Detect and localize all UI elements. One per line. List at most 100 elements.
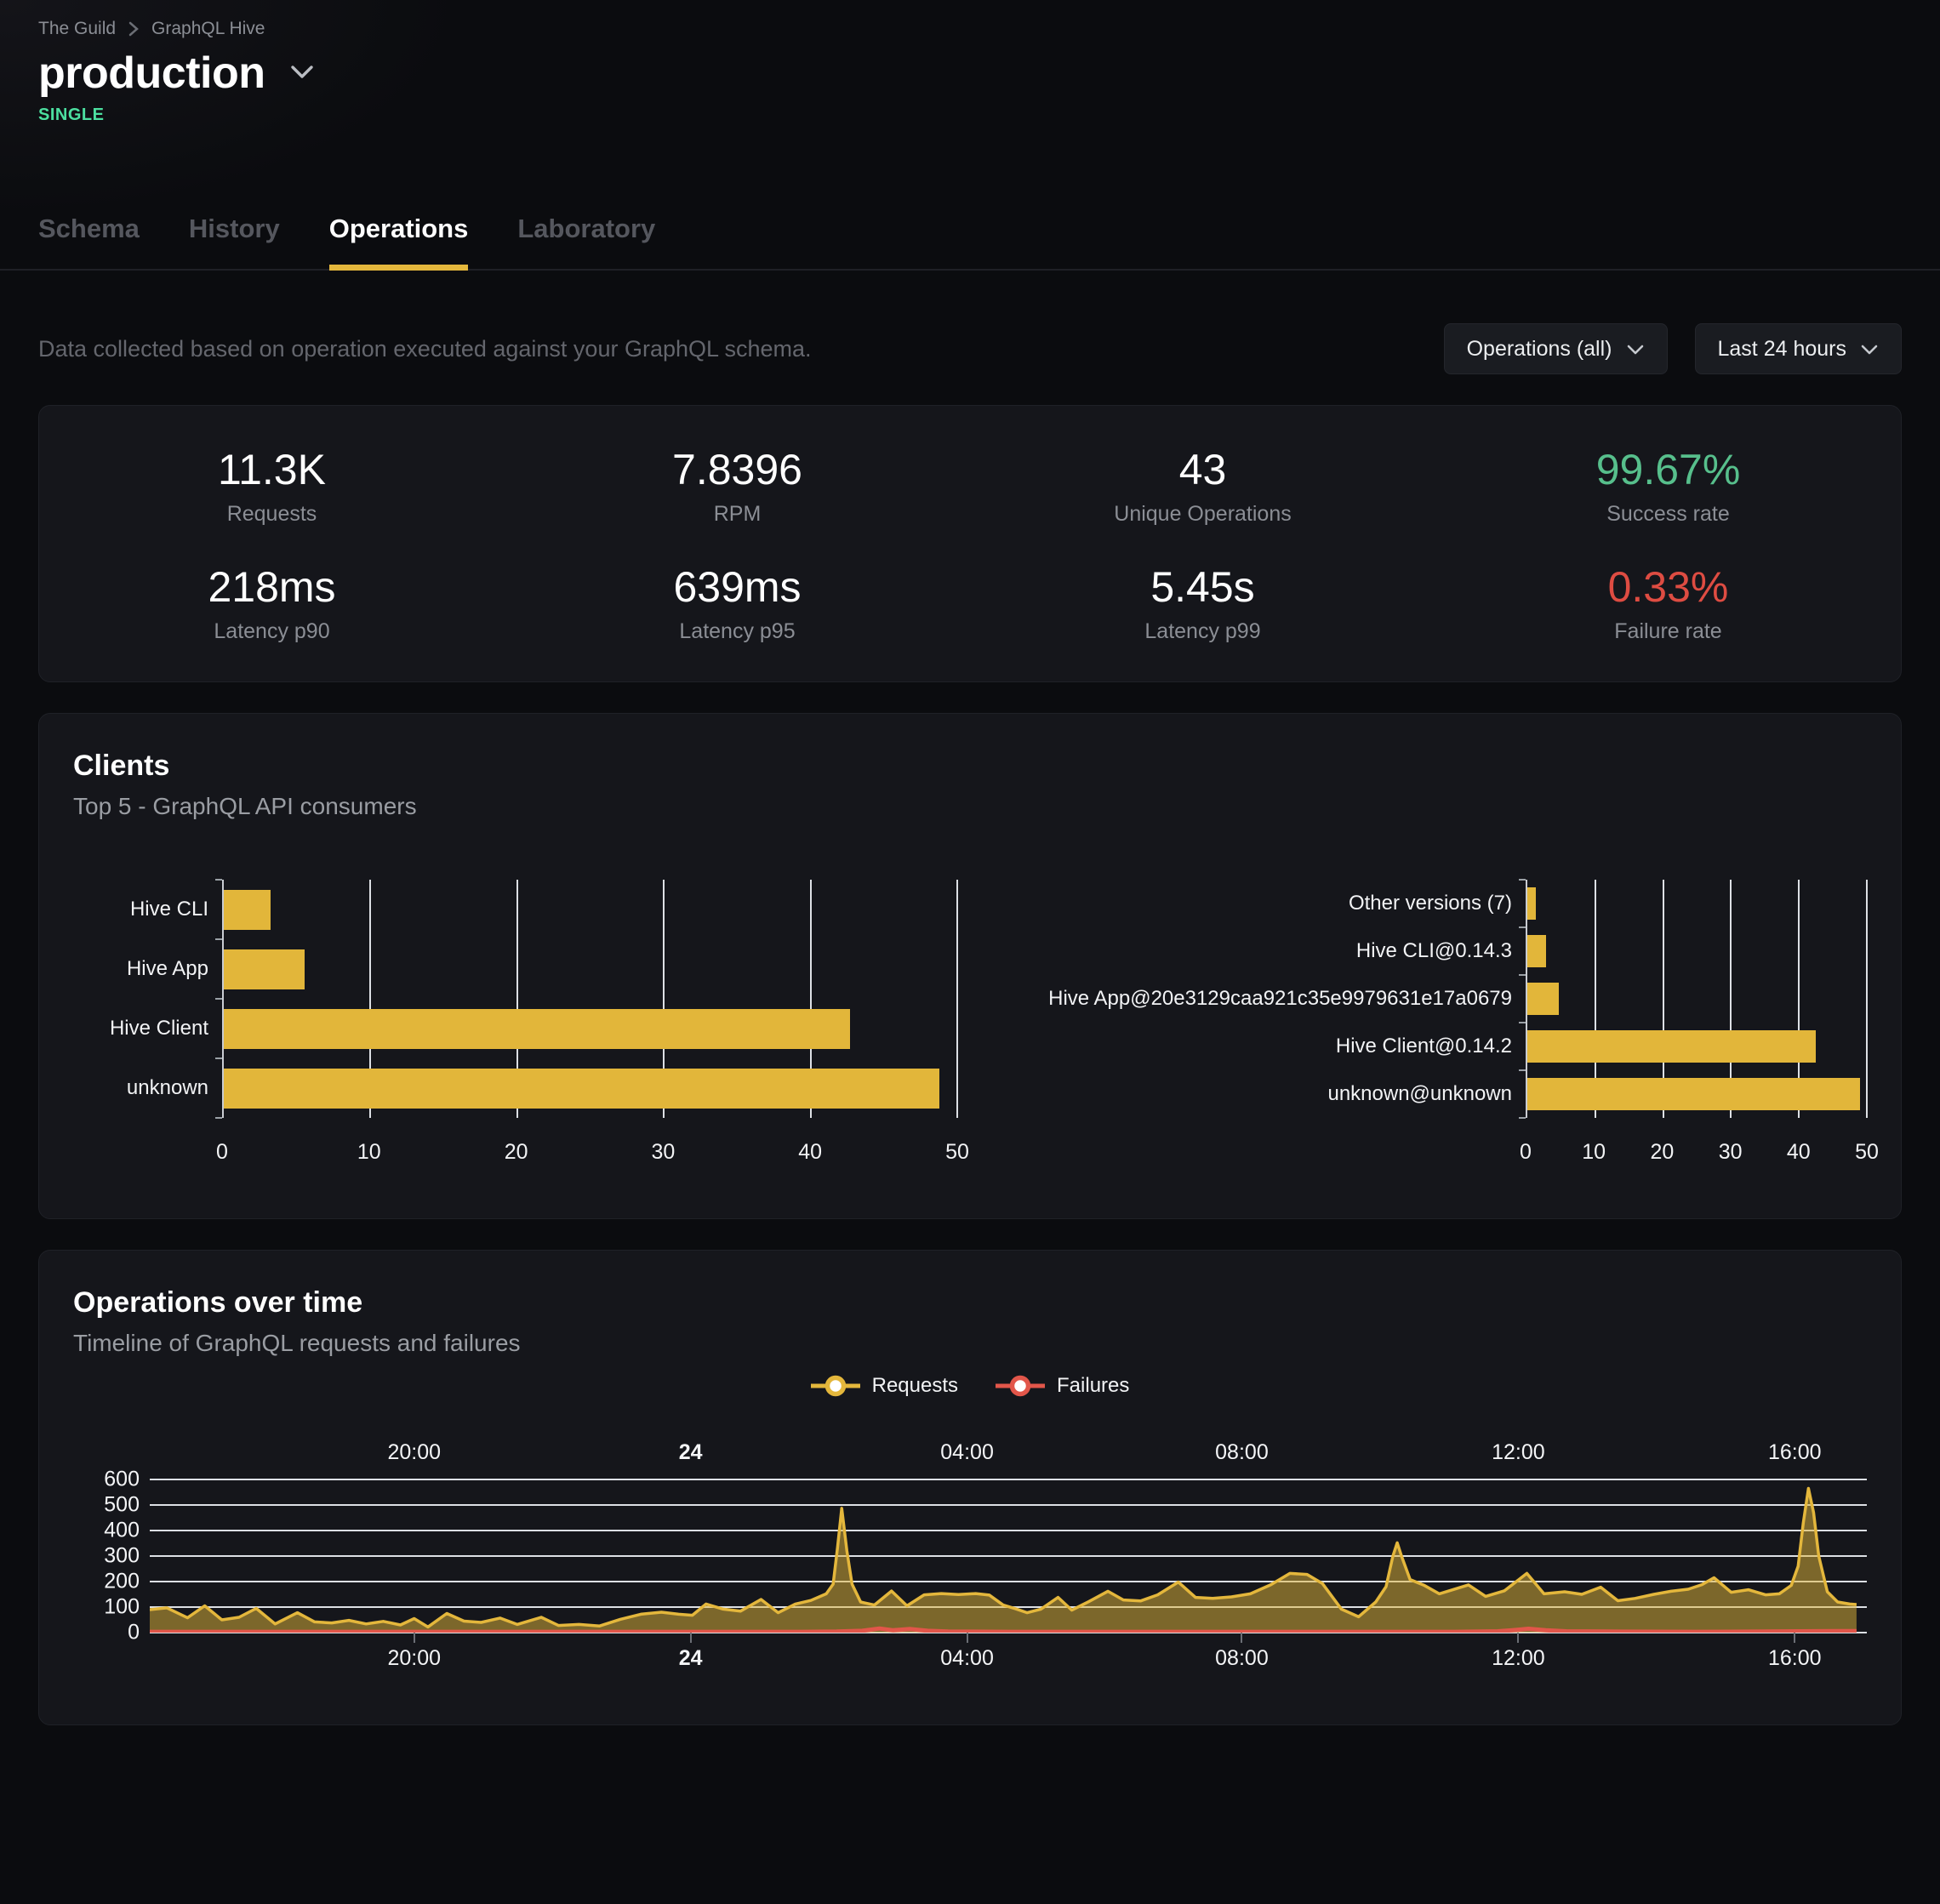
bar [1527,983,1559,1015]
time-label: 16:00 [1767,1440,1822,1464]
bar [224,949,305,989]
time-label: 08:00 [1215,1646,1269,1670]
time-label: 24 [678,1440,703,1464]
stat-value: 99.67% [1595,446,1741,493]
stat-value: 5.45s [1150,563,1255,611]
timeline-card-subtitle: Timeline of GraphQL requests and failure… [73,1330,521,1356]
bar-category-label: Hive App@20e3129caa921c35e9979631e17a067… [1048,987,1512,1010]
gridline [663,880,665,1118]
axis-tick [215,998,222,1000]
stat-label: Latency p95 [679,619,796,643]
page-description: Data collected based on operation execut… [38,335,812,362]
x-tick-label: 0 [1520,1140,1532,1164]
axis-tick [215,1057,222,1059]
axis-tick [215,938,222,940]
bar-category-label: unknown@unknown [1327,1082,1512,1105]
axis-tick [1519,974,1526,976]
x-tick-label: 30 [1718,1140,1743,1164]
gridline [150,1529,1867,1531]
gridline [1662,880,1664,1118]
timeline-legend: Requests Failures [73,1374,1867,1398]
tab-laboratory[interactable]: Laboratory [517,214,655,271]
gridline [1730,880,1732,1118]
axis-tick [1519,1022,1526,1023]
timeline-y-axis: 600 500 400 300 200 100 0 [73,1468,140,1645]
bar-category-labels: Other versions (7) Hive CLI@0.14.3 Hive Ap… [983,880,1526,1169]
toolbar: Data collected based on operation execut… [38,323,1902,374]
axis-tick [1519,1117,1526,1119]
target-selector-button[interactable] [284,59,320,88]
x-tick-label: 10 [1582,1140,1606,1164]
legend-label: Requests [871,1374,959,1397]
stat-failure-rate: 0.33% Failure rate [1435,564,1901,644]
period-filter-dropdown[interactable]: Last 24 hours [1694,323,1902,374]
stat-label: Latency p90 [214,619,330,643]
page-title: production [38,48,265,98]
bar [1527,935,1547,967]
clients-by-name-chart: Hive CLI Hive App Hive Client unknown 0 10 20 3… [73,879,969,1169]
bar-x-axis-labels: 0 10 20 30 40 50 [1520,1140,1879,1169]
stat-label: Unique Operations [1114,502,1292,526]
stat-value: 11.3K [218,446,326,493]
y-tick-label: 100 [104,1594,140,1619]
gridline [150,1479,1867,1480]
bar [1527,1078,1861,1110]
stat-value: 218ms [208,563,336,611]
stat-latency-p95: 639ms Latency p95 [505,564,970,644]
gridline [150,1555,1867,1557]
bar [224,889,271,930]
bar-category-label: Other versions (7) [1348,892,1512,915]
main-content: Data collected based on operation execut… [38,323,1902,1725]
bar-category-label: Hive Client [109,1017,208,1040]
x-tick-label: 20 [504,1140,528,1164]
tab-history[interactable]: History [189,214,280,271]
axis-tick [1519,1069,1526,1071]
x-tick-label: 40 [1786,1140,1811,1164]
operations-filter-dropdown[interactable]: Operations (all) [1443,323,1668,374]
stat-rpm: 7.8396 RPM [505,447,970,527]
gridline [150,1632,1867,1633]
y-tick-label: 200 [104,1569,140,1593]
stat-requests: 11.3K Requests [39,447,505,527]
stat-unique-operations: 43 Unique Operations [970,447,1435,527]
stat-value: 639ms [673,563,802,611]
timeline-series [150,1479,1867,1633]
bar-category-label: Hive CLI [129,898,208,921]
gridline [516,880,518,1118]
stat-label: RPM [713,502,762,526]
timeline-bottom-axis: 20:00 24 04:00 08:00 12:00 16:00 [150,1646,1867,1675]
tab-schema[interactable]: Schema [38,214,140,271]
gridline [1594,880,1596,1118]
breadcrumb-project-link[interactable]: GraphQL Hive [151,19,265,38]
bar-x-axis-labels: 0 10 20 30 40 50 [216,1140,969,1169]
time-label: 20:00 [387,1646,442,1670]
clients-by-version-chart: Other versions (7) Hive CLI@0.14.3 Hive Ap… [983,879,1879,1169]
y-tick-label: 500 [104,1492,140,1517]
bar-category-label: Hive Client@0.14.2 [1335,1035,1512,1057]
bar-category-label: Hive App [126,957,208,980]
stat-label: Success rate [1606,502,1730,526]
legend-label: Failures [1057,1374,1130,1397]
legend-item-failures[interactable]: Failures [996,1374,1129,1398]
gridline [150,1503,1867,1506]
y-tick-label: 300 [104,1543,140,1568]
bar [1527,887,1536,920]
gridline [809,880,812,1118]
time-label: 08:00 [1215,1440,1269,1464]
axis-tick [215,879,222,881]
chevron-down-icon [289,64,315,83]
stat-value: 0.33% [1607,563,1729,611]
breadcrumb-org-link[interactable]: The Guild [38,19,117,38]
legend-item-requests[interactable]: Requests [810,1374,959,1398]
bar-category-label: unknown [126,1076,208,1099]
legend-failures-icon [996,1374,1046,1398]
time-label: 12:00 [1492,1440,1545,1464]
time-label: 04:00 [940,1440,994,1464]
x-tick-label: 40 [798,1140,823,1164]
x-axis-tick [1794,1633,1796,1643]
bar [224,1008,851,1049]
bar-plot-area [1519,879,1868,1119]
axis-tick [1519,879,1526,881]
x-tick-label: 0 [216,1140,228,1164]
tab-operations[interactable]: Operations [328,214,469,271]
